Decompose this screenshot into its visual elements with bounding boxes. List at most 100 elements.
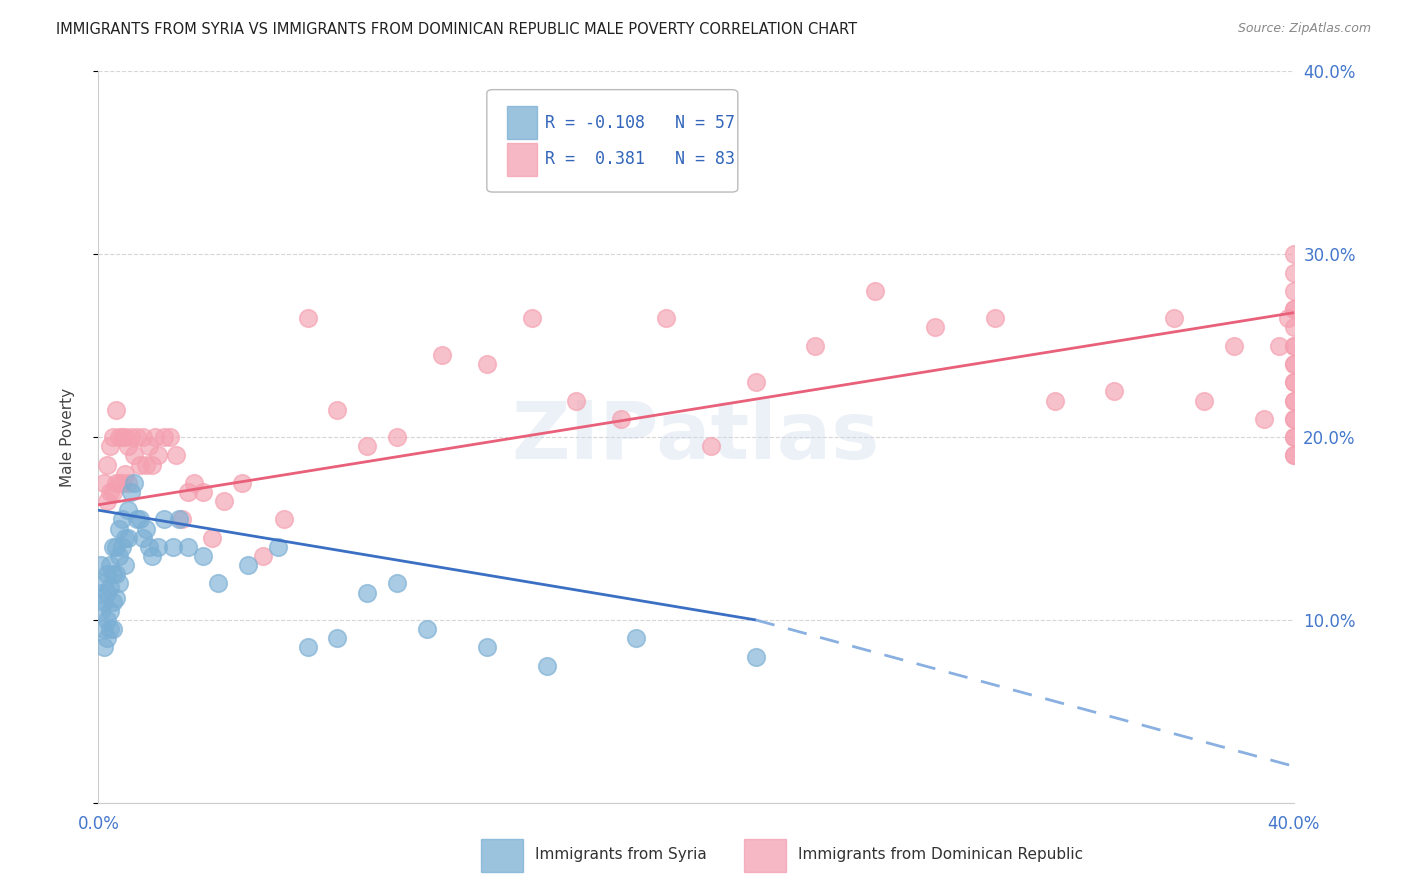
Point bbox=[103, 485, 125, 500]
Point bbox=[103, 540, 125, 554]
Point bbox=[105, 402, 128, 417]
Point bbox=[117, 475, 139, 490]
Point bbox=[153, 512, 176, 526]
Point bbox=[103, 594, 125, 608]
Point bbox=[356, 585, 378, 599]
Point bbox=[105, 540, 128, 554]
Point bbox=[1282, 393, 1305, 408]
Text: Immigrants from Dominican Republic: Immigrants from Dominican Republic bbox=[797, 847, 1083, 862]
Point bbox=[172, 512, 194, 526]
Point bbox=[326, 632, 349, 646]
Point bbox=[90, 585, 112, 599]
Point bbox=[114, 467, 136, 481]
Point bbox=[93, 594, 115, 608]
Point bbox=[1282, 375, 1305, 389]
Point bbox=[1277, 311, 1299, 326]
Point bbox=[108, 475, 131, 490]
Point bbox=[183, 475, 205, 490]
Y-axis label: Male Poverty: Male Poverty bbox=[60, 387, 75, 487]
Point bbox=[105, 475, 128, 490]
Point bbox=[90, 604, 112, 618]
Point bbox=[1104, 384, 1126, 399]
FancyBboxPatch shape bbox=[486, 90, 738, 192]
FancyBboxPatch shape bbox=[508, 106, 537, 139]
Point bbox=[103, 622, 125, 636]
Point bbox=[132, 430, 155, 444]
Point bbox=[565, 393, 588, 408]
Text: Source: ZipAtlas.com: Source: ZipAtlas.com bbox=[1237, 22, 1371, 36]
Point bbox=[114, 430, 136, 444]
Point bbox=[745, 649, 768, 664]
Point bbox=[143, 430, 166, 444]
Point bbox=[114, 531, 136, 545]
Point bbox=[162, 540, 184, 554]
FancyBboxPatch shape bbox=[508, 143, 537, 176]
Point bbox=[135, 458, 157, 472]
Point bbox=[127, 512, 149, 526]
Point bbox=[165, 448, 187, 462]
Point bbox=[1282, 247, 1305, 261]
Point bbox=[1267, 338, 1289, 352]
Point bbox=[745, 375, 768, 389]
Point bbox=[655, 311, 678, 326]
Point bbox=[297, 640, 319, 655]
Point bbox=[96, 613, 118, 627]
Point bbox=[111, 475, 134, 490]
Point bbox=[385, 430, 409, 444]
Text: IMMIGRANTS FROM SYRIA VS IMMIGRANTS FROM DOMINICAN REPUBLIC MALE POVERTY CORRELA: IMMIGRANTS FROM SYRIA VS IMMIGRANTS FROM… bbox=[56, 22, 858, 37]
Point bbox=[236, 558, 259, 573]
Point bbox=[108, 576, 131, 591]
Point bbox=[124, 475, 146, 490]
Point bbox=[1282, 430, 1305, 444]
Point bbox=[114, 558, 136, 573]
Point bbox=[117, 531, 139, 545]
Point bbox=[177, 540, 200, 554]
Point bbox=[93, 475, 115, 490]
Point bbox=[201, 531, 224, 545]
Point bbox=[177, 485, 200, 500]
Point bbox=[98, 604, 122, 618]
Point bbox=[1282, 430, 1305, 444]
Point bbox=[326, 402, 349, 417]
Point bbox=[135, 521, 157, 535]
Point bbox=[1223, 338, 1246, 352]
Point bbox=[1282, 448, 1305, 462]
Point bbox=[356, 439, 378, 453]
Point bbox=[1282, 448, 1305, 462]
Point bbox=[1253, 412, 1275, 426]
FancyBboxPatch shape bbox=[481, 839, 523, 872]
Point bbox=[385, 576, 409, 591]
Point bbox=[626, 632, 648, 646]
Point bbox=[1163, 311, 1185, 326]
Text: ZIPatlas: ZIPatlas bbox=[512, 398, 880, 476]
Point bbox=[297, 311, 319, 326]
Point bbox=[96, 458, 118, 472]
Point bbox=[129, 458, 152, 472]
Point bbox=[127, 430, 149, 444]
Point bbox=[96, 567, 118, 582]
Point bbox=[1282, 393, 1305, 408]
Point bbox=[700, 439, 723, 453]
Point bbox=[120, 485, 142, 500]
Point bbox=[159, 430, 181, 444]
Point bbox=[804, 338, 827, 352]
Point bbox=[430, 348, 453, 362]
Point bbox=[610, 412, 633, 426]
Point bbox=[93, 640, 115, 655]
Point bbox=[167, 512, 190, 526]
Point bbox=[1282, 301, 1305, 317]
Point bbox=[153, 430, 176, 444]
Point bbox=[475, 640, 498, 655]
Point bbox=[1282, 375, 1305, 389]
Point bbox=[1282, 412, 1305, 426]
Point bbox=[124, 448, 146, 462]
Point bbox=[111, 540, 134, 554]
Point bbox=[141, 549, 163, 563]
Point bbox=[1282, 266, 1305, 280]
Point bbox=[148, 540, 170, 554]
Point bbox=[96, 494, 118, 508]
Text: R =  0.381   N = 83: R = 0.381 N = 83 bbox=[546, 150, 735, 168]
Point bbox=[212, 494, 235, 508]
Point bbox=[117, 439, 139, 453]
Point bbox=[252, 549, 274, 563]
